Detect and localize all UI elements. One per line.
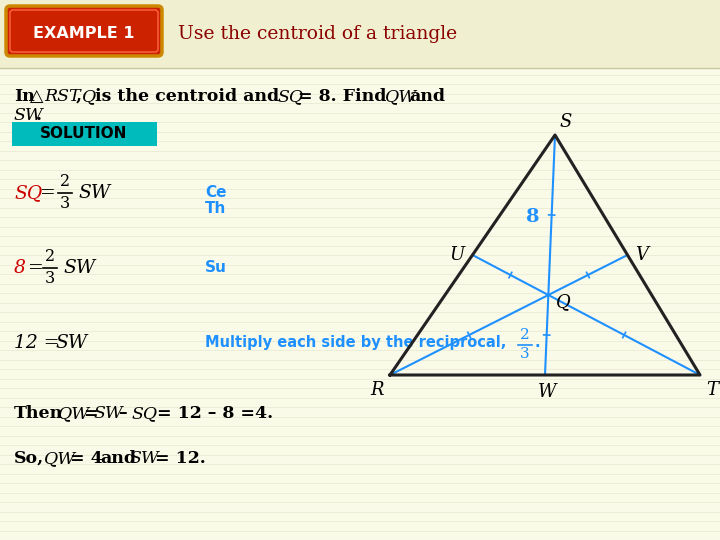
Text: So,: So, — [14, 450, 44, 467]
Text: SW: SW — [94, 405, 124, 422]
Text: V: V — [636, 246, 649, 264]
Text: 2: 2 — [60, 173, 70, 190]
Text: SQ: SQ — [278, 88, 304, 105]
Text: Th: Th — [205, 201, 226, 216]
Text: Su: Su — [205, 260, 227, 275]
Text: .: . — [535, 335, 541, 350]
Text: SQ: SQ — [131, 405, 157, 422]
Text: 12 =: 12 = — [14, 334, 60, 352]
Text: ,: , — [76, 88, 82, 105]
Text: 3: 3 — [45, 270, 55, 287]
Text: 3: 3 — [60, 195, 70, 212]
Text: SOLUTION: SOLUTION — [40, 126, 127, 141]
Text: Then: Then — [14, 405, 63, 422]
Text: R: R — [371, 381, 384, 399]
Text: 8: 8 — [526, 208, 540, 226]
Text: In: In — [14, 88, 35, 105]
Text: SQ: SQ — [14, 184, 42, 202]
Text: W: W — [538, 383, 557, 401]
Text: SW: SW — [14, 107, 44, 124]
Text: QW: QW — [58, 405, 90, 422]
Text: U: U — [449, 246, 464, 264]
Text: Q: Q — [557, 293, 571, 311]
Text: and: and — [100, 450, 136, 467]
Text: = 8. Find: = 8. Find — [298, 88, 387, 105]
Text: = 12 – 8 =4.: = 12 – 8 =4. — [157, 405, 273, 422]
Text: .: . — [36, 107, 42, 124]
Text: SW: SW — [63, 259, 95, 277]
Text: and: and — [409, 88, 445, 105]
FancyBboxPatch shape — [0, 0, 720, 68]
Text: Ce: Ce — [205, 185, 227, 200]
FancyBboxPatch shape — [6, 6, 162, 56]
Text: S: S — [559, 113, 572, 131]
Text: RST: RST — [44, 88, 81, 105]
Text: SW: SW — [78, 184, 110, 202]
Text: △: △ — [30, 88, 43, 105]
Text: SW: SW — [55, 334, 87, 352]
Text: EXAMPLE 1: EXAMPLE 1 — [33, 26, 135, 42]
Text: = 12.: = 12. — [155, 450, 206, 467]
Text: =: = — [83, 405, 98, 422]
Text: =: = — [40, 184, 55, 202]
Text: –: – — [118, 405, 127, 422]
Text: QW: QW — [385, 88, 417, 105]
Text: Multiply each side by the reciprocal,: Multiply each side by the reciprocal, — [205, 335, 506, 350]
Text: 2: 2 — [520, 328, 530, 342]
Text: QW: QW — [44, 450, 76, 467]
Text: 2: 2 — [45, 248, 55, 265]
Text: 3: 3 — [520, 347, 530, 361]
Text: Use the centroid of a triangle: Use the centroid of a triangle — [178, 25, 457, 43]
Text: =: = — [28, 259, 44, 277]
Text: is the centroid and: is the centroid and — [95, 88, 279, 105]
Text: = 4: = 4 — [70, 450, 103, 467]
Text: T: T — [706, 381, 718, 399]
Text: Q: Q — [82, 88, 96, 105]
Text: 8: 8 — [14, 259, 26, 277]
FancyBboxPatch shape — [12, 122, 157, 146]
Text: SW: SW — [130, 450, 160, 467]
